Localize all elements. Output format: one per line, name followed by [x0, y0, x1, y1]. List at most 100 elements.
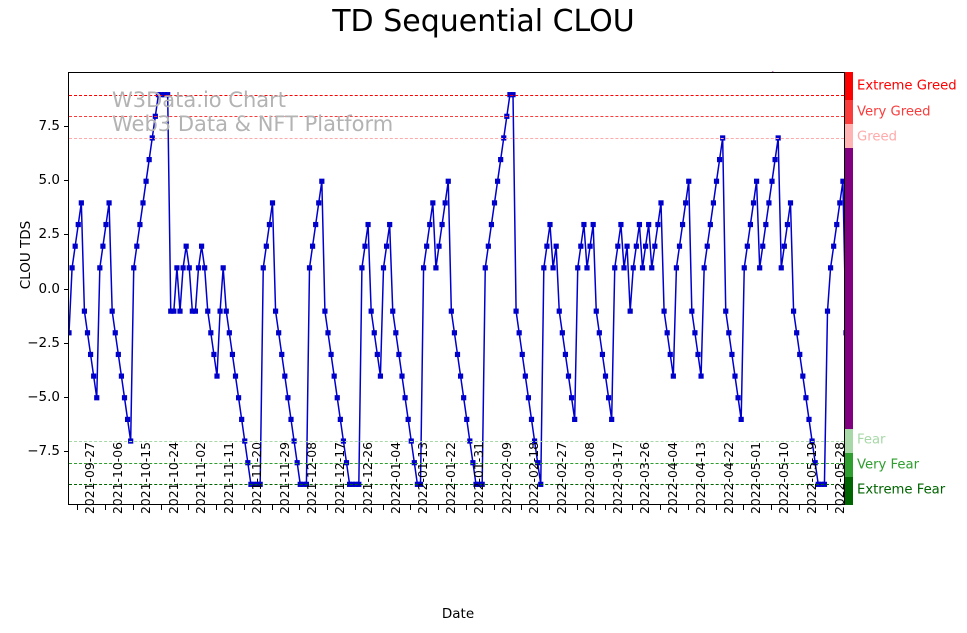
x-tick-label: 2021-12-08 [304, 441, 320, 514]
data-point-marker [168, 308, 174, 314]
threshold-line-extreme-greed [69, 94, 844, 96]
data-point-marker [491, 200, 498, 206]
x-tick-label: 2021-12-26 [359, 441, 375, 514]
x-tick-mark [132, 505, 134, 510]
data-point-marker [94, 395, 100, 401]
data-point-marker [642, 243, 649, 249]
x-tick-label: 2022-01-04 [387, 441, 403, 514]
data-point-marker [457, 373, 464, 379]
data-point-marker [325, 330, 331, 336]
data-point-marker [202, 265, 208, 271]
watermark-line-1: W3Data.io Chart [112, 88, 287, 112]
x-tick-mark [77, 505, 79, 510]
x-tick-label: 2022-05-10 [776, 441, 791, 514]
data-point-marker [205, 308, 211, 314]
data-point-marker [602, 373, 609, 379]
data-point-marker [78, 200, 84, 206]
data-point-marker [661, 308, 667, 314]
x-tick-mark [465, 505, 467, 510]
data-point-marker [266, 221, 273, 228]
data-point-marker [87, 351, 94, 358]
data-point-marker [572, 416, 578, 422]
data-point-marker [723, 308, 729, 314]
data-point-marker [513, 308, 519, 314]
data-point-marker [448, 308, 454, 314]
data-point-marker [794, 330, 800, 336]
data-point-marker [72, 243, 78, 249]
data-point-marker [713, 178, 720, 184]
data-point-marker [69, 265, 75, 271]
x-tick-mark [271, 505, 273, 510]
data-point-marker [279, 351, 285, 358]
data-point-marker [362, 243, 368, 249]
data-point-marker [306, 265, 313, 271]
data-point-marker [655, 221, 661, 228]
data-point-marker [664, 330, 670, 336]
data-point-marker [744, 243, 750, 249]
data-point-marker [171, 308, 177, 314]
y-tick-label: 7.5 [38, 118, 60, 135]
data-point-marker [177, 308, 183, 314]
data-point-marker [528, 416, 535, 422]
data-point-marker [565, 373, 572, 379]
data-point-marker [741, 265, 747, 271]
data-point-marker [698, 373, 704, 379]
data-point-marker [790, 308, 797, 314]
data-point-marker [578, 243, 584, 249]
data-point-marker [134, 243, 140, 249]
data-point-marker [430, 200, 436, 206]
data-point-marker [485, 243, 491, 249]
x-tick-label: 2022-01-13 [415, 441, 431, 514]
data-point-marker [747, 221, 754, 228]
data-point-marker [646, 221, 652, 228]
data-point-marker [427, 221, 433, 228]
data-point-marker [726, 330, 732, 336]
x-tick-label: 2022-03-17 [609, 441, 625, 514]
x-tick-mark [743, 505, 745, 510]
data-point-marker [374, 351, 380, 358]
data-point-marker [787, 200, 794, 206]
data-point-marker [380, 265, 387, 271]
data-point-marker [84, 330, 91, 336]
data-point-marker [575, 265, 581, 271]
data-point-marker [834, 221, 840, 228]
data-point-marker [596, 330, 602, 336]
y-tick-label: −5.0 [27, 388, 60, 405]
data-point-marker [322, 308, 328, 314]
x-tick-mark [188, 505, 190, 510]
data-point-marker [433, 265, 439, 271]
data-point-marker [464, 416, 470, 422]
x-tick-mark [604, 505, 606, 510]
data-point-marker [704, 243, 710, 249]
data-point-marker [584, 265, 590, 271]
data-point-marker [769, 178, 775, 184]
data-point-marker [276, 330, 282, 336]
data-point-marker [143, 178, 149, 184]
data-point-marker [396, 351, 402, 358]
data-point-marker [827, 265, 834, 271]
x-tick-label: 2021-10-24 [165, 441, 181, 514]
y-tick-mark [63, 126, 68, 128]
data-point-marker [137, 221, 143, 228]
data-point-marker [371, 330, 377, 336]
x-tick-label: 2021-11-02 [193, 441, 209, 514]
data-point-marker [800, 373, 806, 379]
data-point-marker [454, 351, 461, 358]
x-tick-label: 2022-01-31 [470, 441, 486, 514]
data-point-marker [562, 351, 569, 358]
data-point-marker [803, 395, 809, 401]
data-point-marker [590, 221, 596, 228]
colorbar-very-fear-band [845, 453, 853, 477]
x-tick-mark [243, 505, 245, 510]
x-tick-mark [715, 505, 717, 510]
data-point-marker [377, 373, 384, 379]
data-point-marker [553, 243, 559, 249]
data-point-marker [757, 265, 763, 271]
data-point-marker [692, 330, 698, 336]
data-point-marker [383, 243, 390, 249]
data-point-marker [387, 221, 393, 228]
data-point-marker [710, 200, 717, 206]
y-tick-mark [63, 342, 68, 344]
y-tick-mark [63, 396, 68, 398]
x-tick-label: 2022-04-13 [692, 441, 708, 514]
